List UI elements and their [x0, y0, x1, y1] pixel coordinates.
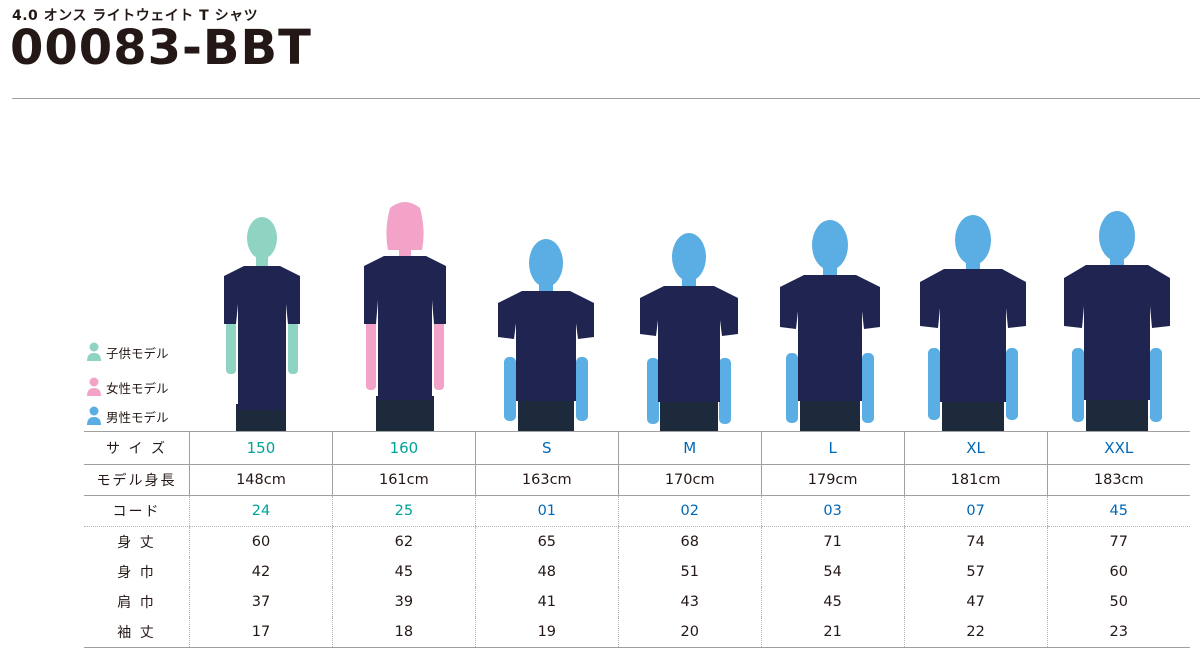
row-label-shoulder-width: 肩 巾 — [117, 595, 156, 611]
model-figures — [0, 200, 1200, 432]
cell-sleeve-length: 19 — [474, 617, 619, 648]
model-figure-xl — [920, 215, 1026, 432]
model-figure-160 — [364, 202, 446, 432]
cell-body-width: 48 — [474, 557, 619, 587]
cell-size: 150 — [189, 431, 333, 465]
table-row-model-height: モデル身長 148cm 161cm 163cm 170cm 179cm 181cm 183cm — [84, 464, 1190, 496]
cell-shoulder-width: 43 — [617, 587, 762, 617]
child-model-icon — [87, 342, 101, 361]
female-model-icon — [87, 377, 101, 396]
cell-code: 01 — [474, 495, 619, 527]
legend-child-label: 子供モデル — [106, 345, 169, 361]
row-label-model-height: モデル身長 — [84, 464, 190, 496]
row-label-code: コード — [84, 495, 190, 527]
cell-code: 45 — [1046, 495, 1190, 527]
table-row-size: サ イ ズ 150 160 S M L XL XXL — [84, 431, 1190, 465]
cell-body-width: 51 — [617, 557, 762, 587]
cell-size: S — [474, 431, 619, 465]
cell-body-width: 60 — [1046, 557, 1190, 587]
cell-model-height: 163cm — [474, 464, 619, 496]
cell-size: M — [617, 431, 762, 465]
cell-body-width: 57 — [903, 557, 1048, 587]
cell-body-length: 74 — [903, 526, 1048, 557]
cell-shoulder-width: 50 — [1046, 587, 1190, 617]
cell-body-length: 62 — [331, 526, 476, 557]
male-model-icon — [87, 406, 101, 425]
header-divider — [12, 98, 1200, 99]
table-row-body-length: 身 丈 60 62 65 68 71 74 77 — [84, 526, 1190, 557]
table-row-code: コード 24 25 01 02 03 07 45 — [84, 495, 1190, 527]
cell-sleeve-length: 20 — [617, 617, 762, 648]
cell-code: 02 — [617, 495, 762, 527]
size-table: サ イ ズ 150 160 S M L XL XXL モデル身長 148cm 161cm 163cm 1… — [84, 431, 1190, 648]
legend-child: 子供モデル — [86, 342, 169, 362]
cell-shoulder-width: 37 — [189, 587, 333, 617]
cell-body-length: 71 — [760, 526, 905, 557]
cell-shoulder-width: 41 — [474, 587, 619, 617]
cell-body-length: 60 — [189, 526, 333, 557]
cell-sleeve-length: 17 — [189, 617, 333, 648]
cell-model-height: 179cm — [760, 464, 905, 496]
model-figure-l — [780, 220, 880, 432]
model-figure-150 — [224, 217, 300, 432]
legend-male: 男性モデル — [86, 406, 169, 426]
row-label-sleeve-length: 袖 丈 — [84, 617, 190, 648]
model-figure-s — [498, 239, 594, 432]
cell-size: XL — [903, 431, 1048, 465]
cell-body-width: 45 — [331, 557, 476, 587]
table-row-sleeve-length: 袖 丈 17 18 19 20 21 22 23 — [84, 617, 1190, 648]
product-subtitle: 4.0 オンス ライトウェイト T シャツ — [12, 8, 259, 24]
model-figure-xxl — [1064, 211, 1170, 432]
row-label-size: サ イ ズ — [84, 431, 190, 465]
cell-shoulder-width: 39 — [331, 587, 476, 617]
cell-model-height: 161cm — [331, 464, 476, 496]
cell-sleeve-length: 21 — [760, 617, 905, 648]
model-figure-m — [640, 233, 738, 432]
legend-male-label: 男性モデル — [106, 409, 169, 425]
table-row-shoulder-width: 肩 巾 37 39 41 43 45 47 50 — [84, 587, 1190, 617]
cell-model-height: 170cm — [617, 464, 762, 496]
cell-code: 07 — [903, 495, 1048, 527]
cell-size: XXL — [1046, 431, 1190, 465]
cell-size: L — [760, 431, 905, 465]
legend-female: 女性モデル — [86, 377, 169, 397]
cell-model-height: 148cm — [189, 464, 333, 496]
cell-body-length: 77 — [1046, 526, 1190, 557]
row-label-body-length: 身 丈 — [117, 535, 156, 551]
cell-code: 24 — [189, 495, 333, 527]
cell-sleeve-length: 23 — [1046, 617, 1190, 648]
cell-body-width: 54 — [760, 557, 905, 587]
cell-code: 25 — [331, 495, 476, 527]
cell-shoulder-width: 45 — [760, 587, 905, 617]
cell-sleeve-length: 18 — [331, 617, 476, 648]
cell-body-length: 68 — [617, 526, 762, 557]
cell-size: 160 — [331, 431, 476, 465]
cell-shoulder-width: 47 — [903, 587, 1048, 617]
cell-model-height: 181cm — [903, 464, 1048, 496]
table-row-body-width: 身 巾 42 45 48 51 54 57 60 — [84, 557, 1190, 587]
cell-code: 03 — [760, 495, 905, 527]
legend-female-label: 女性モデル — [106, 380, 169, 396]
row-label-body-width: 身 巾 — [117, 565, 156, 581]
cell-body-length: 65 — [474, 526, 619, 557]
cell-body-width: 42 — [189, 557, 333, 587]
cell-model-height: 183cm — [1046, 464, 1190, 496]
product-code-title: 00083-BBT — [10, 20, 312, 76]
cell-sleeve-length: 22 — [903, 617, 1048, 648]
